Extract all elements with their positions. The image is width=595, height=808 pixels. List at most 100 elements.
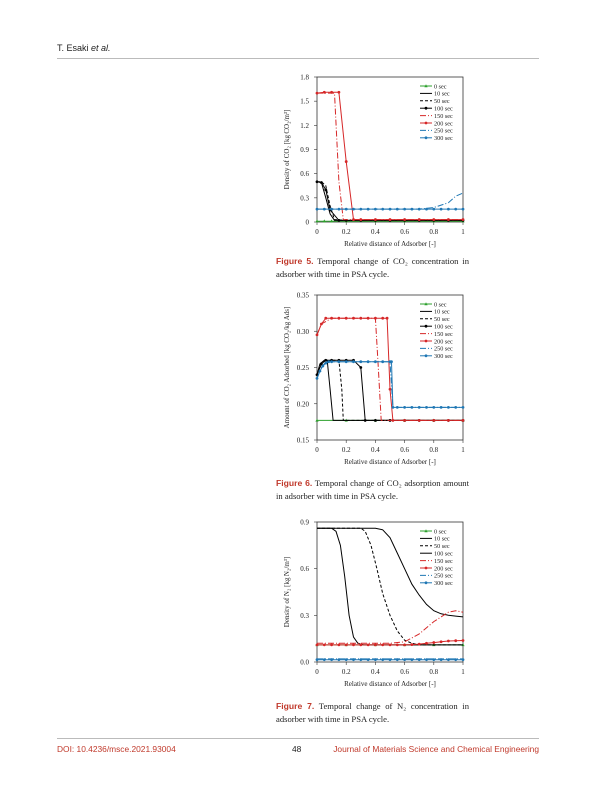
legend-marker (424, 339, 428, 343)
y-tick-label: 0.6 (300, 565, 309, 573)
data-point (395, 643, 399, 647)
legend-label: 250 sec (434, 128, 453, 135)
y-tick-label: 0.30 (297, 328, 310, 336)
x-tick-label: 0.8 (429, 228, 438, 236)
data-point (385, 316, 389, 320)
y-tick-label: 0.3 (300, 194, 309, 202)
data-point (432, 207, 436, 211)
data-point (352, 658, 355, 662)
data-point (324, 358, 328, 362)
legend-marker (424, 566, 428, 570)
footer-journal-name: Journal of Materials Science and Chemica… (333, 744, 539, 754)
y-tick-label: 1.8 (300, 74, 309, 82)
legend-label: 10 sec (434, 91, 450, 98)
y-tick-label: 0.35 (297, 292, 310, 300)
x-tick-label: 0.6 (400, 668, 409, 676)
data-point (322, 658, 326, 662)
y-tick-label: 0.0 (300, 659, 309, 667)
data-point (417, 218, 421, 221)
data-point (381, 316, 385, 320)
data-point (374, 643, 377, 647)
data-point (425, 658, 428, 662)
data-point (447, 419, 450, 422)
data-point (461, 207, 465, 211)
data-point (461, 658, 465, 662)
legend-label: 0 sec (434, 528, 447, 535)
data-point (366, 207, 370, 211)
series-line (317, 610, 464, 644)
data-point (461, 218, 465, 221)
data-point (327, 360, 331, 364)
data-point (315, 418, 319, 422)
running-head: T. Esaki et al. (57, 43, 111, 53)
data-point (461, 405, 465, 409)
data-point (324, 188, 328, 192)
data-point (359, 366, 363, 369)
data-point (461, 419, 465, 422)
data-point (359, 316, 363, 320)
running-head-authors: T. Esaki (57, 43, 92, 53)
data-point (352, 218, 355, 221)
data-point (322, 90, 326, 94)
data-point (410, 405, 414, 409)
data-point (337, 316, 341, 320)
legend-label: 300 sec (434, 580, 453, 587)
y-tick-label: 0.20 (297, 400, 310, 408)
data-point (432, 419, 436, 422)
data-point (395, 207, 399, 211)
data-point (344, 316, 348, 320)
data-point (410, 658, 414, 662)
legend-label: 10 sec (434, 536, 450, 543)
data-point (374, 360, 377, 364)
x-tick-label: 1 (461, 446, 465, 454)
y-tick-label: 0.25 (297, 364, 310, 372)
data-point (330, 643, 333, 647)
y-tick-label: 0.3 (300, 612, 309, 620)
legend-label: 10 sec (434, 309, 450, 316)
y-tick-label: 0.6 (300, 170, 309, 178)
x-tick-label: 0.4 (371, 668, 380, 676)
data-point (337, 658, 341, 662)
x-tick-label: 1 (461, 228, 465, 236)
data-point (318, 369, 322, 373)
figure-6-caption-text: Temporal change of CO₂ adsorption amount… (276, 478, 469, 501)
data-point (447, 207, 450, 211)
figure-5-label: Figure 5. (276, 256, 314, 266)
legend-label: 150 sec (434, 331, 453, 338)
data-point (374, 316, 377, 320)
data-point (319, 362, 323, 366)
data-point (337, 218, 341, 222)
x-tick-label: 1 (461, 668, 465, 676)
data-point (425, 405, 428, 409)
data-point (352, 360, 355, 364)
data-point (381, 360, 385, 364)
x-tick-label: 0.8 (429, 668, 438, 676)
x-tick-label: 0.2 (342, 668, 351, 676)
x-axis-label: Relative distance of Adsorber [-] (344, 680, 436, 688)
legend-label: 300 sec (434, 353, 453, 360)
legend-marker (424, 529, 428, 533)
data-point (319, 322, 323, 326)
data-point (374, 207, 377, 211)
data-point (454, 207, 458, 211)
data-point (403, 643, 406, 647)
data-point (344, 207, 348, 211)
figure-7-caption: Figure 7. Temporal change of N₂ concentr… (276, 700, 469, 725)
data-point (344, 360, 348, 364)
x-axis-label: Relative distance of Adsorber [-] (344, 458, 436, 466)
data-point (315, 219, 319, 223)
data-point (352, 643, 355, 647)
data-point (374, 218, 377, 221)
data-point (454, 639, 458, 643)
legend-label: 100 sec (434, 324, 453, 331)
data-point (403, 218, 406, 221)
legend-label: 250 sec (434, 346, 453, 353)
data-point (322, 207, 326, 211)
legend-marker (424, 106, 428, 110)
data-point (344, 643, 348, 647)
data-point (322, 643, 326, 647)
data-point (432, 658, 436, 662)
y-axis-label: Amount of CO₂ Adsorbed [kg CO₂/kg Ads] (283, 307, 291, 429)
data-point (381, 643, 385, 647)
data-point (330, 360, 333, 364)
